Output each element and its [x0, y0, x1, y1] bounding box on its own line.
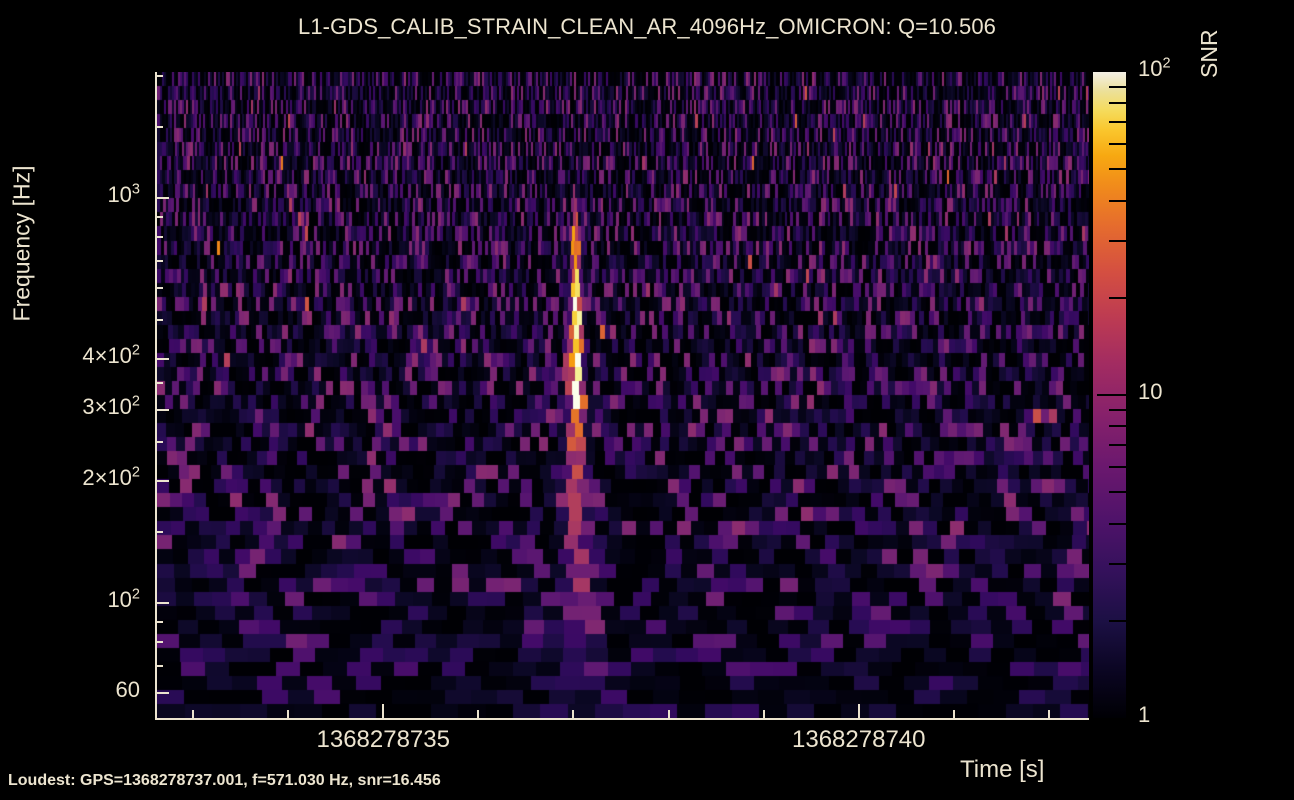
x-tick-minor — [667, 710, 670, 718]
colorbar-tick-minor — [1109, 562, 1126, 565]
y-tick-minor — [155, 259, 163, 262]
y-tick-label: 102 — [107, 586, 140, 612]
x-tick-label: 1368278735 — [316, 726, 450, 753]
y-tick-label: 3×102 — [82, 393, 140, 419]
colorbar-tick-minor — [1109, 296, 1126, 299]
y-tick-major — [155, 602, 169, 604]
y-tick-major — [155, 197, 169, 200]
colorbar-tick-minor — [1109, 491, 1126, 494]
y-tick-major — [155, 408, 169, 411]
colorbar-tick-minor — [1109, 142, 1126, 145]
x-tick-minor — [572, 710, 575, 718]
colorbar-tick-label: 10 — [1138, 379, 1163, 404]
y-tick-minor — [155, 286, 163, 289]
colorbar-tick-minor — [1109, 102, 1126, 105]
x-tick-minor — [952, 710, 955, 718]
x-tick-major — [382, 704, 385, 718]
x-tick-minor — [192, 710, 195, 718]
y-tick-major — [155, 480, 169, 483]
y-tick-label: 2×102 — [82, 464, 140, 491]
y-tick-minor — [155, 125, 163, 128]
x-tick-major — [857, 704, 860, 718]
y-tick-minor — [155, 641, 163, 644]
y-tick-minor — [155, 664, 163, 667]
y-tick-minor — [155, 318, 163, 321]
y-tick-minor — [155, 620, 163, 623]
x-tick-label: 1368278740 — [792, 726, 926, 753]
loudest-event-annotation: Loudest: GPS=1368278737.001, f=571.030 H… — [8, 772, 441, 789]
colorbar-tick-minor — [1109, 619, 1126, 622]
x-tick-minor — [287, 710, 290, 718]
y-tick-minor — [155, 530, 163, 533]
colorbar-tick-minor — [1109, 408, 1126, 411]
colorbar-tick-minor — [1109, 168, 1126, 171]
colorbar-title: SNR — [1196, 29, 1222, 78]
colorbar-tick-major — [1097, 394, 1126, 396]
colorbar-tick-minor — [1109, 239, 1126, 242]
colorbar-tick-label: 1 — [1138, 702, 1151, 727]
x-tick-minor — [762, 710, 765, 718]
y-tick-minor — [155, 215, 163, 218]
x-tick-minor — [477, 710, 480, 718]
colorbar-tick-minor — [1109, 85, 1126, 88]
page-title: L1-GDS_CALIB_STRAIN_CLEAN_AR_4096Hz_OMIC… — [298, 14, 996, 39]
y-tick-minor — [155, 75, 163, 78]
y-tick-major — [155, 358, 169, 361]
colorbar-tick-minor — [1109, 444, 1126, 447]
y-tick-minor — [155, 236, 163, 239]
spectrogram-plot-area[interactable] — [155, 72, 1089, 720]
colorbar-tick-minor — [1109, 199, 1126, 202]
x-axis-title: Time [s] — [960, 756, 1045, 783]
colorbar-tick-label: 102 — [1138, 55, 1171, 81]
y-tick-major — [155, 691, 169, 694]
y-axis-title: Frequency [Hz] — [8, 165, 35, 322]
y-tick-minor — [155, 440, 163, 443]
y-tick-minor — [155, 381, 163, 384]
y-tick-label: 4×102 — [82, 342, 140, 369]
colorbar-tick-minor — [1109, 465, 1126, 468]
y-tick-label: 60 — [115, 676, 140, 702]
x-tick-minor — [1047, 710, 1050, 718]
spectrogram-image — [157, 72, 1089, 718]
y-tick-label: 103 — [107, 181, 140, 208]
colorbar-tick-minor — [1109, 121, 1126, 124]
colorbar-tick-minor — [1109, 425, 1126, 428]
colorbar-tick-minor — [1109, 522, 1126, 525]
